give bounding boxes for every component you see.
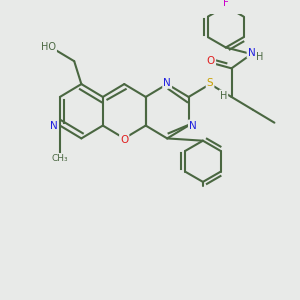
Text: N: N — [50, 121, 58, 130]
Text: CH₃: CH₃ — [52, 154, 68, 163]
Text: N: N — [163, 78, 171, 88]
Text: HO: HO — [41, 42, 56, 52]
Text: O: O — [120, 135, 128, 145]
Text: O: O — [207, 56, 215, 66]
Text: H: H — [220, 91, 227, 100]
Text: S: S — [207, 78, 213, 88]
Text: H: H — [256, 52, 264, 62]
Text: F: F — [223, 0, 229, 8]
Text: N: N — [189, 121, 197, 130]
Text: N: N — [248, 48, 255, 58]
